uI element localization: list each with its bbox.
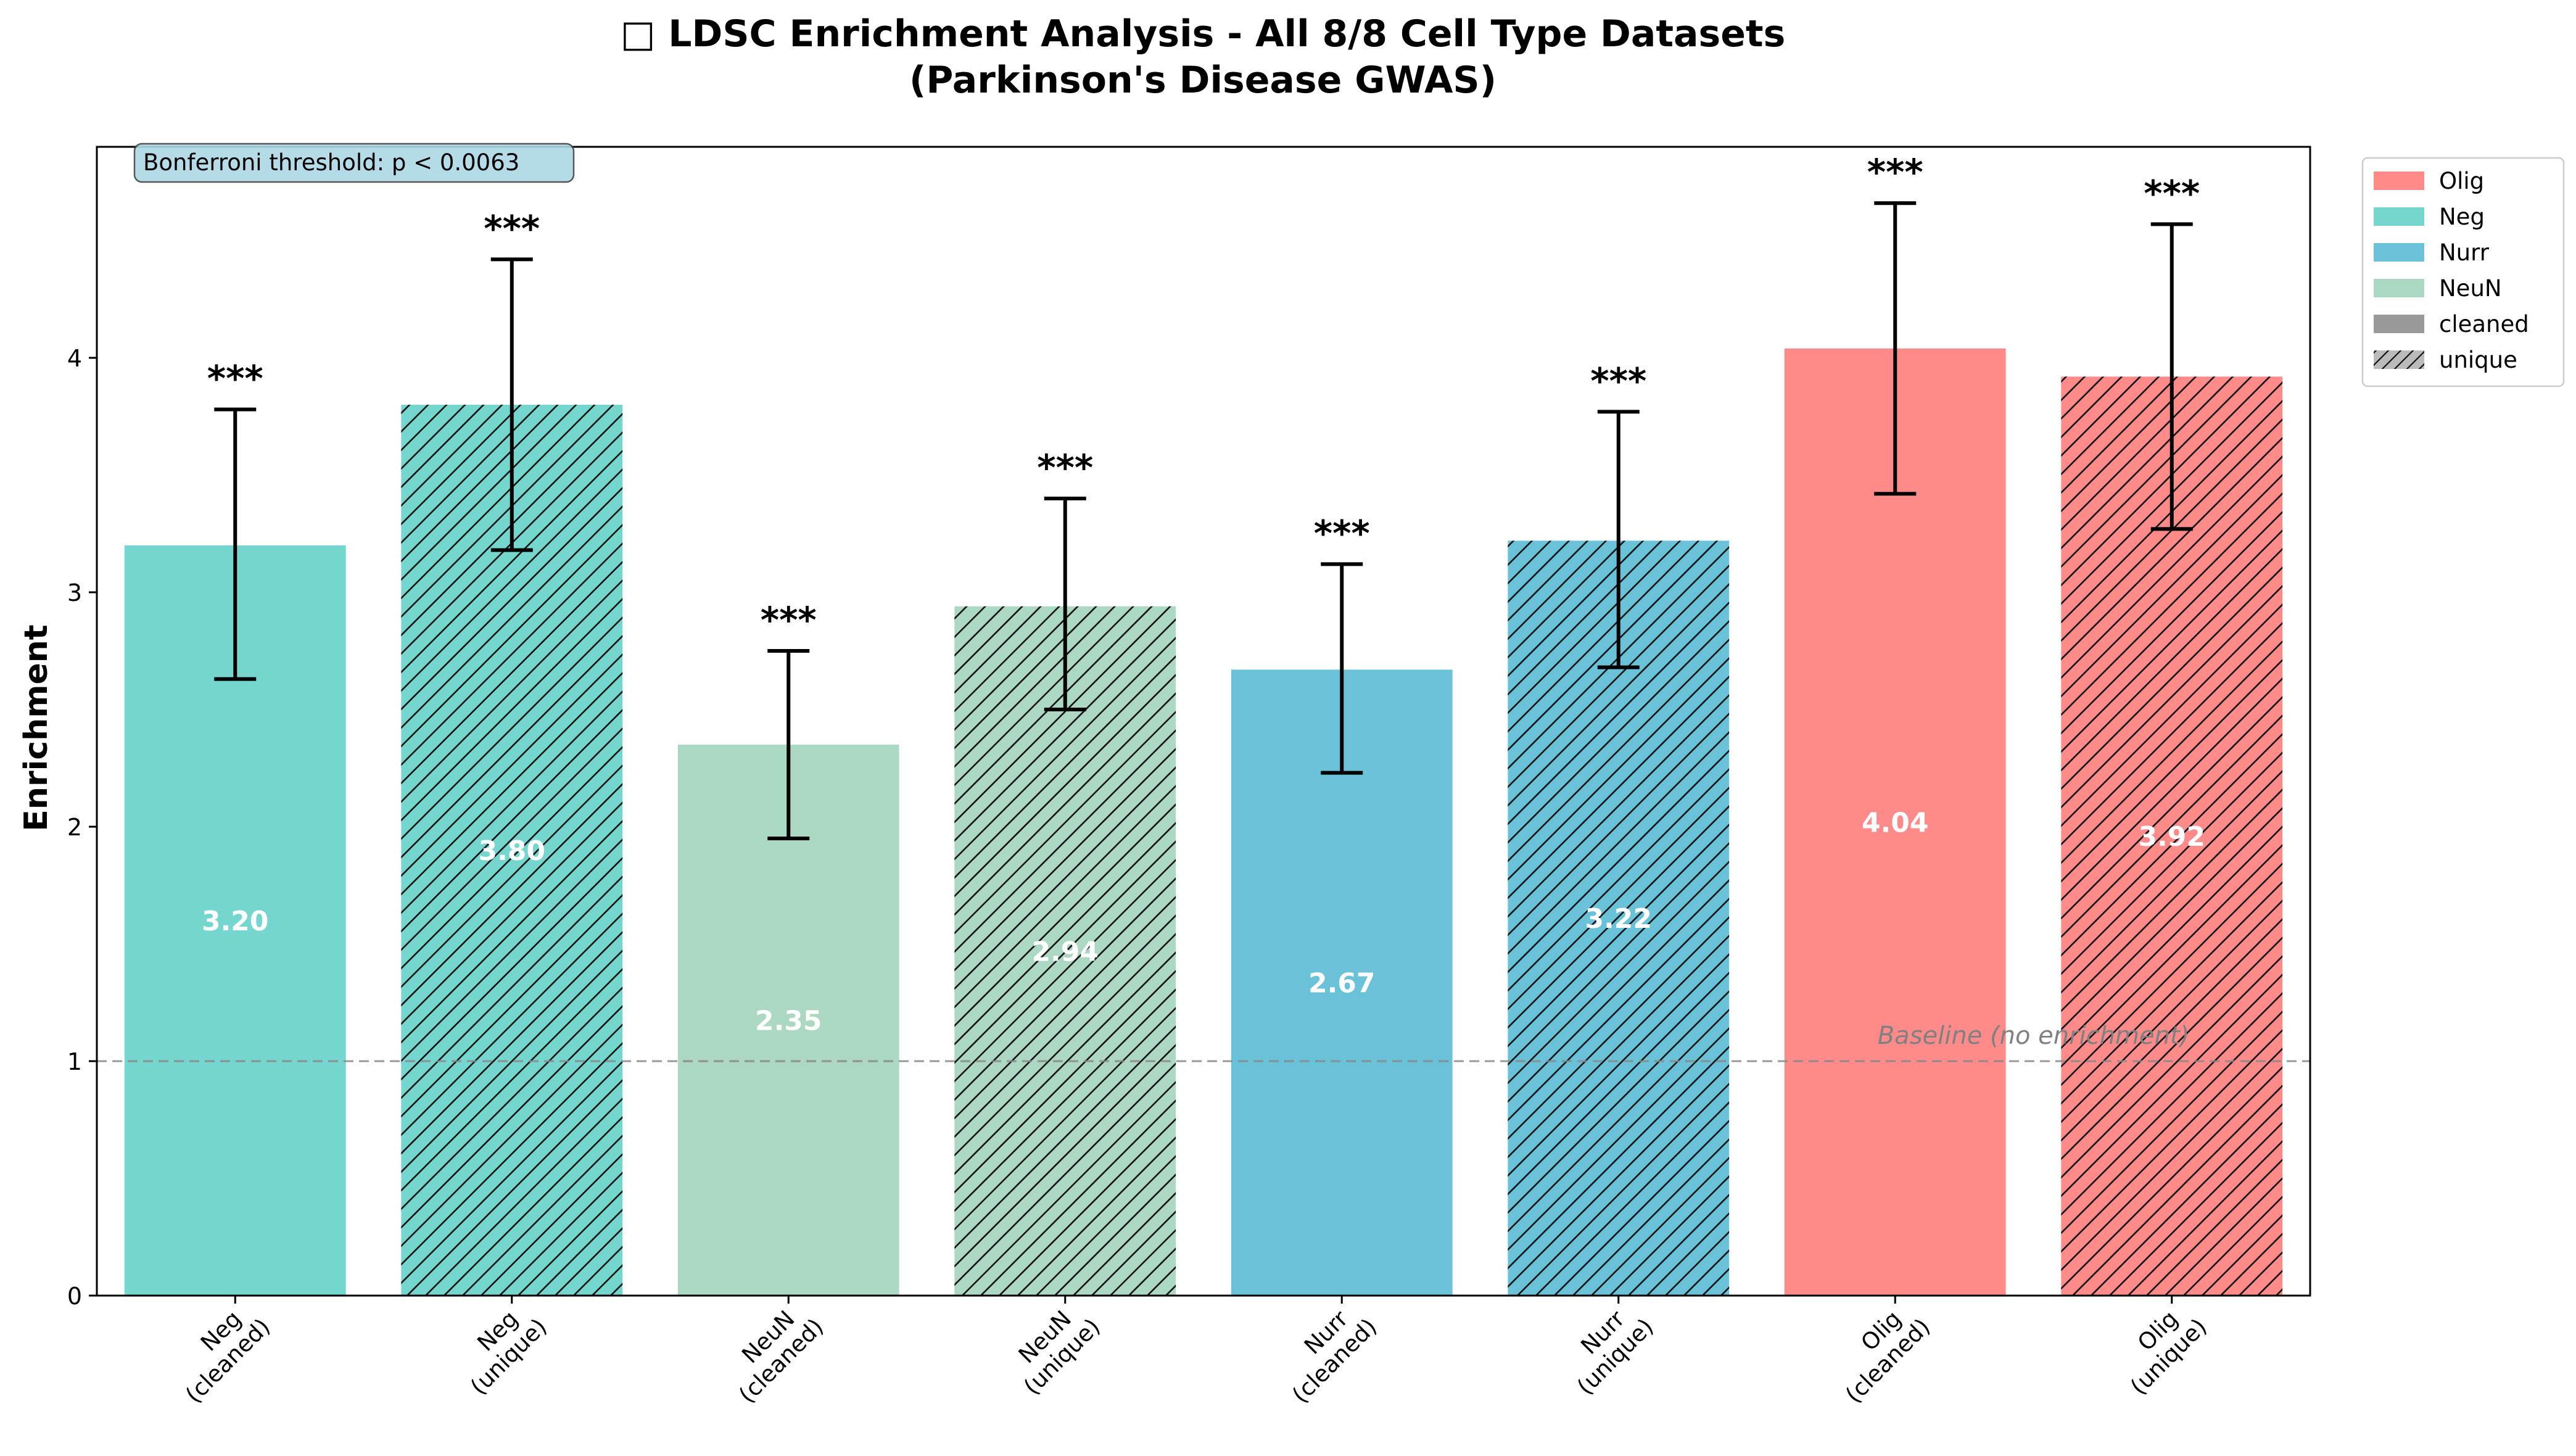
value-label: 3.92 — [2138, 821, 2205, 853]
y-tick-label: 1 — [67, 1048, 82, 1075]
value-label: 2.67 — [1308, 968, 1376, 999]
significance-marker: *** — [761, 599, 817, 641]
chart-subtitle: (Parkinson's Disease GWAS) — [909, 59, 1496, 102]
significance-marker: *** — [1037, 447, 1093, 489]
x-tick-label-group: Nurr(unique) — [1572, 1305, 1659, 1400]
value-label: 3.22 — [1585, 903, 1652, 935]
plot-area: Baseline (no enrichment) 3.20 3.80 2.35 2.94… — [67, 143, 2311, 1408]
significance-marker: *** — [1867, 151, 1923, 193]
bar-hatch-neg — [401, 405, 623, 1296]
legend-label: Neg — [2439, 204, 2485, 230]
x-tick-label-group: Olig(cleaned) — [1840, 1305, 1935, 1408]
bonferroni-box — [133, 143, 575, 183]
legend-swatch-cleaned — [2374, 315, 2424, 333]
y-tick-label: 2 — [67, 814, 82, 841]
baseline-label: Baseline (no enrichment) — [1878, 1022, 2190, 1050]
x-tick-label-group: Neg(unique) — [465, 1305, 552, 1400]
y-tick-label: 3 — [67, 579, 82, 606]
legend-label: cleaned — [2439, 311, 2529, 337]
value-label: 2.94 — [1031, 936, 1099, 967]
x-tick-label-group: Neg(cleaned) — [180, 1305, 275, 1408]
legend-label: Olig — [2439, 168, 2484, 194]
value-label: 4.04 — [1862, 807, 1929, 838]
legend-swatch-olig — [2374, 172, 2424, 190]
significance-marker: *** — [207, 358, 263, 400]
legend-swatch-neg — [2374, 207, 2424, 226]
legend-label: unique — [2439, 347, 2517, 373]
significance-marker: *** — [484, 207, 540, 249]
x-tick-label-group: NeuN(cleaned) — [733, 1305, 828, 1408]
legend-label: Nurr — [2439, 239, 2490, 266]
chart-title: □ LDSC Enrichment Analysis - All 8/8 Cel… — [621, 12, 1786, 56]
legend-swatch-neun — [2374, 279, 2424, 297]
bar-olig-cleaned — [1784, 348, 2006, 1296]
significance-marker: *** — [1590, 360, 1646, 402]
x-tick-label-group: Olig(unique) — [2125, 1305, 2212, 1400]
value-label: 3.20 — [202, 906, 269, 937]
significance-marker: *** — [2144, 172, 2200, 214]
bar-hatch-neun — [954, 606, 1176, 1296]
value-label: 3.80 — [478, 835, 545, 867]
legend-swatch-hatch — [2374, 350, 2424, 369]
legend-swatch-nurr — [2374, 243, 2424, 262]
legend-label: NeuN — [2439, 275, 2502, 302]
y-axis-label: Enrichment — [18, 624, 55, 831]
legend: Olig Neg Nurr NeuN cleaned unique — [2361, 157, 2565, 387]
x-tick-label-group: NeuN(unique) — [1013, 1305, 1105, 1400]
y-tick-label: 4 — [67, 345, 82, 372]
bonferroni-text: Bonferroni threshold: p < 0.0063 — [143, 149, 519, 176]
plot-frame — [96, 146, 2311, 1297]
value-label: 2.35 — [755, 1006, 822, 1037]
significance-marker: *** — [1314, 512, 1370, 554]
y-tick-label: 0 — [67, 1283, 82, 1310]
x-tick-label-group: Nurr(cleaned) — [1287, 1305, 1382, 1408]
